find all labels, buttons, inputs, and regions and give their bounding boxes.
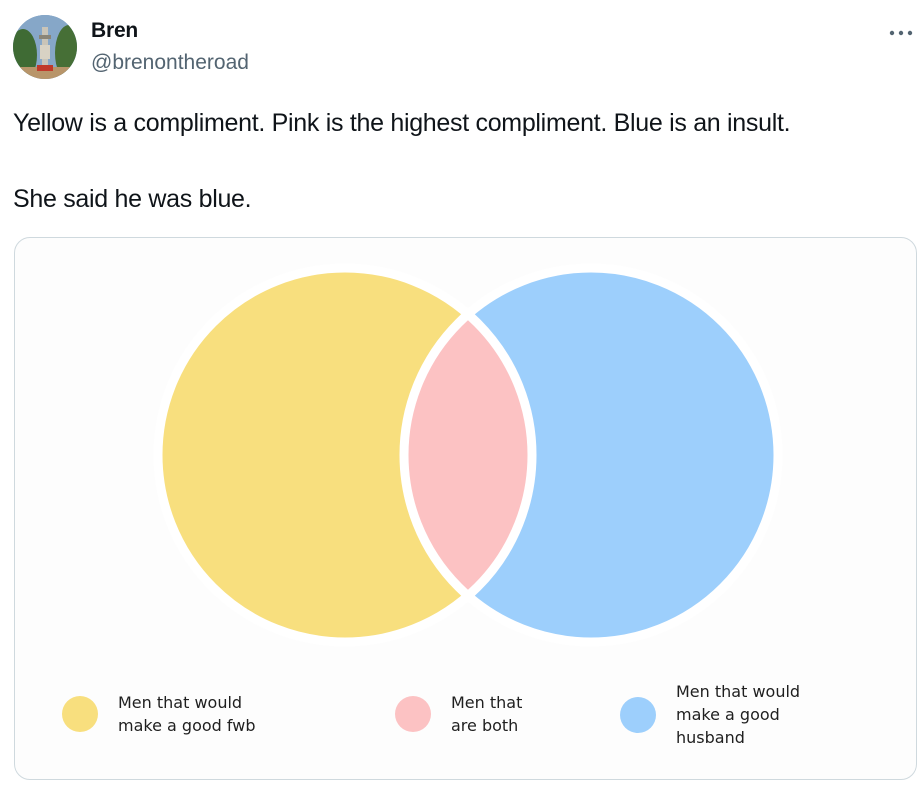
- media-image[interactable]: Men that would make a good fwb Men that …: [14, 237, 917, 780]
- legend-label: Men that would make a good fwb: [118, 693, 256, 735]
- legend-item-fwb: Men that would make a good fwb: [62, 691, 255, 737]
- avatar[interactable]: [13, 15, 77, 79]
- venn-overlap: [404, 268, 532, 642]
- legend-label: Men that would make a good husband: [676, 682, 801, 747]
- tweet-text-line: Yellow is a compliment. Pink is the high…: [13, 109, 791, 137]
- legend-item-husband: Men that would make a good husband: [620, 680, 800, 749]
- avatar-photo-icon: [13, 15, 77, 79]
- legend-label: Men that are both: [451, 693, 523, 735]
- legend-swatch: [620, 696, 656, 733]
- venn-right-outline: [399, 263, 783, 647]
- tweet-text-line: She said he was blue.: [13, 185, 252, 213]
- legend-swatch: [62, 696, 98, 732]
- more-button[interactable]: [886, 20, 916, 46]
- author-display-name[interactable]: Bren: [91, 19, 139, 42]
- legend-item-both: Men that are both: [395, 691, 522, 737]
- more-horizontal-icon: [889, 30, 913, 36]
- author-handle[interactable]: @brenontheroad: [91, 51, 249, 74]
- legend-swatch: [395, 696, 431, 732]
- venn-left-outline: [153, 263, 537, 647]
- tweet-text: Yellow is a compliment. Pink is the high…: [13, 104, 918, 218]
- venn-diagram: [153, 263, 783, 647]
